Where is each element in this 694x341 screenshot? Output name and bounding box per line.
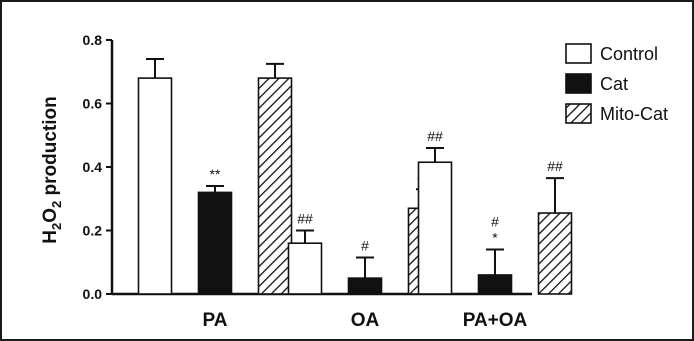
y-tick-label: 0.2	[83, 223, 103, 239]
bars-group: **########*##	[137, 58, 573, 295]
significance-label: ##	[297, 211, 313, 227]
axes: 0.0 0.2 0.4 0.6 0.8	[83, 32, 532, 302]
svg-text:H2O2 production: H2O2 production	[40, 96, 64, 243]
legend-swatch	[565, 103, 592, 124]
bar	[257, 77, 293, 295]
legend-label: Control	[600, 44, 658, 64]
y-tick-label: 0.4	[83, 159, 103, 175]
legend-swatch	[565, 73, 592, 94]
bar	[137, 77, 173, 295]
significance-label: ##	[427, 128, 443, 144]
significance-label: #	[361, 237, 369, 253]
bar	[477, 274, 513, 295]
significance-label: #	[491, 214, 499, 230]
significance-label: **	[210, 166, 221, 182]
bar	[417, 161, 453, 295]
legend-swatch	[565, 43, 592, 64]
bar	[287, 242, 323, 295]
significance-label: *	[492, 230, 498, 246]
x-tick-label: PA+OA	[463, 310, 528, 331]
bar	[347, 277, 383, 295]
y-tick-label: 0.8	[83, 32, 103, 48]
legend-label: Mito-Cat	[600, 104, 668, 124]
y-axis-title: H2O2 production	[40, 96, 64, 243]
legend-label: Cat	[600, 74, 628, 94]
bar	[197, 191, 233, 295]
x-tick-labels: PA OA PA+OA	[203, 310, 528, 331]
x-tick-label: OA	[351, 310, 380, 331]
y-tick-label: 0.0	[83, 286, 103, 302]
legend: Control Cat Mito-Cat	[565, 43, 668, 124]
x-tick-label: PA	[203, 310, 228, 331]
y-tick-label: 0.6	[83, 96, 103, 112]
significance-label: ##	[547, 158, 563, 174]
bar	[537, 212, 573, 295]
